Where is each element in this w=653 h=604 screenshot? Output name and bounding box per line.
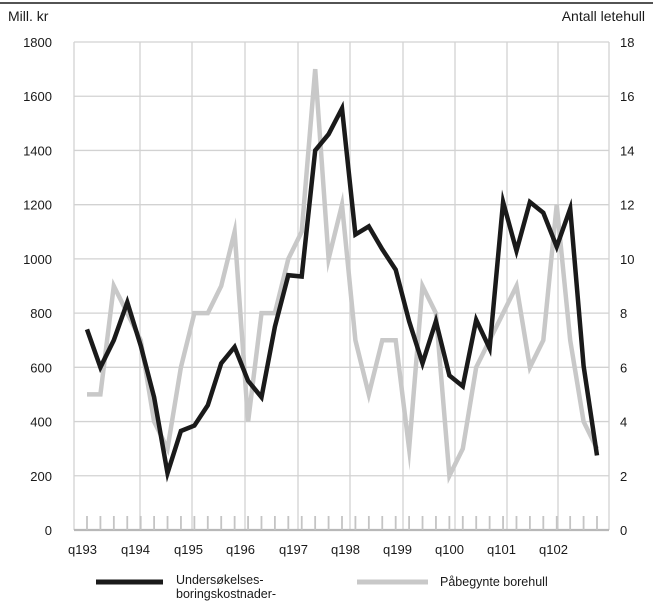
x-tick-label: q193 [68,542,97,557]
y-left-tick-label: 1000 [23,252,52,267]
grid [73,41,610,530]
x-tick-label: q101 [487,542,516,557]
legend-label-borehull: Påbegynte borehull [440,575,548,589]
legend-label-kostnader-line1: Undersøkelses- [176,573,264,587]
series-layer [84,68,600,485]
y-right-tick-label: 8 [620,306,627,321]
x-tick-label: q199 [383,542,412,557]
legend: Undersøkelses- boringskostnader- Påbegyn… [96,573,548,601]
y-right-tick-label: 6 [620,360,627,375]
y-right-tick-label: 4 [620,415,627,430]
x-tick-label: q100 [435,542,464,557]
y-right-tick-label: 18 [620,35,634,50]
y-left-tick-label: 1600 [23,89,52,104]
x-tick-label: q197 [279,542,308,557]
y-right-tick-label: 16 [620,89,634,104]
y-left-tick-label: 1800 [23,35,52,50]
tick-labels: 0 200 400 600 800 1000 1200 1400 1600 1800 0 2 4 6 8 10… [23,35,634,557]
x-tick-label: q196 [226,542,255,557]
axes [74,516,609,532]
x-tick-label: q194 [121,542,150,557]
y-right-tick-label: 14 [620,143,634,158]
y-left-tick-label: 0 [45,523,52,538]
y-left-tick-label: 600 [30,360,52,375]
y-left-tick-label: 800 [30,306,52,321]
x-tick-label: q102 [539,542,568,557]
right-axis-unit-label: Antall letehull [562,8,645,24]
y-left-tick-label: 400 [30,415,52,430]
x-tick-label: q198 [331,542,360,557]
y-right-tick-label: 0 [620,523,627,538]
y-left-tick-label: 200 [30,469,52,484]
left-axis-unit-label: Mill. kr [8,8,49,24]
y-left-tick-label: 1200 [23,198,52,213]
y-left-tick-label: 1400 [23,143,52,158]
y-right-tick-label: 2 [620,469,627,484]
x-tick-label: q195 [174,542,203,557]
y-right-tick-label: 12 [620,198,634,213]
y-right-tick-label: 10 [620,252,634,267]
legend-label-kostnader-line2: boringskostnader- [176,587,276,601]
